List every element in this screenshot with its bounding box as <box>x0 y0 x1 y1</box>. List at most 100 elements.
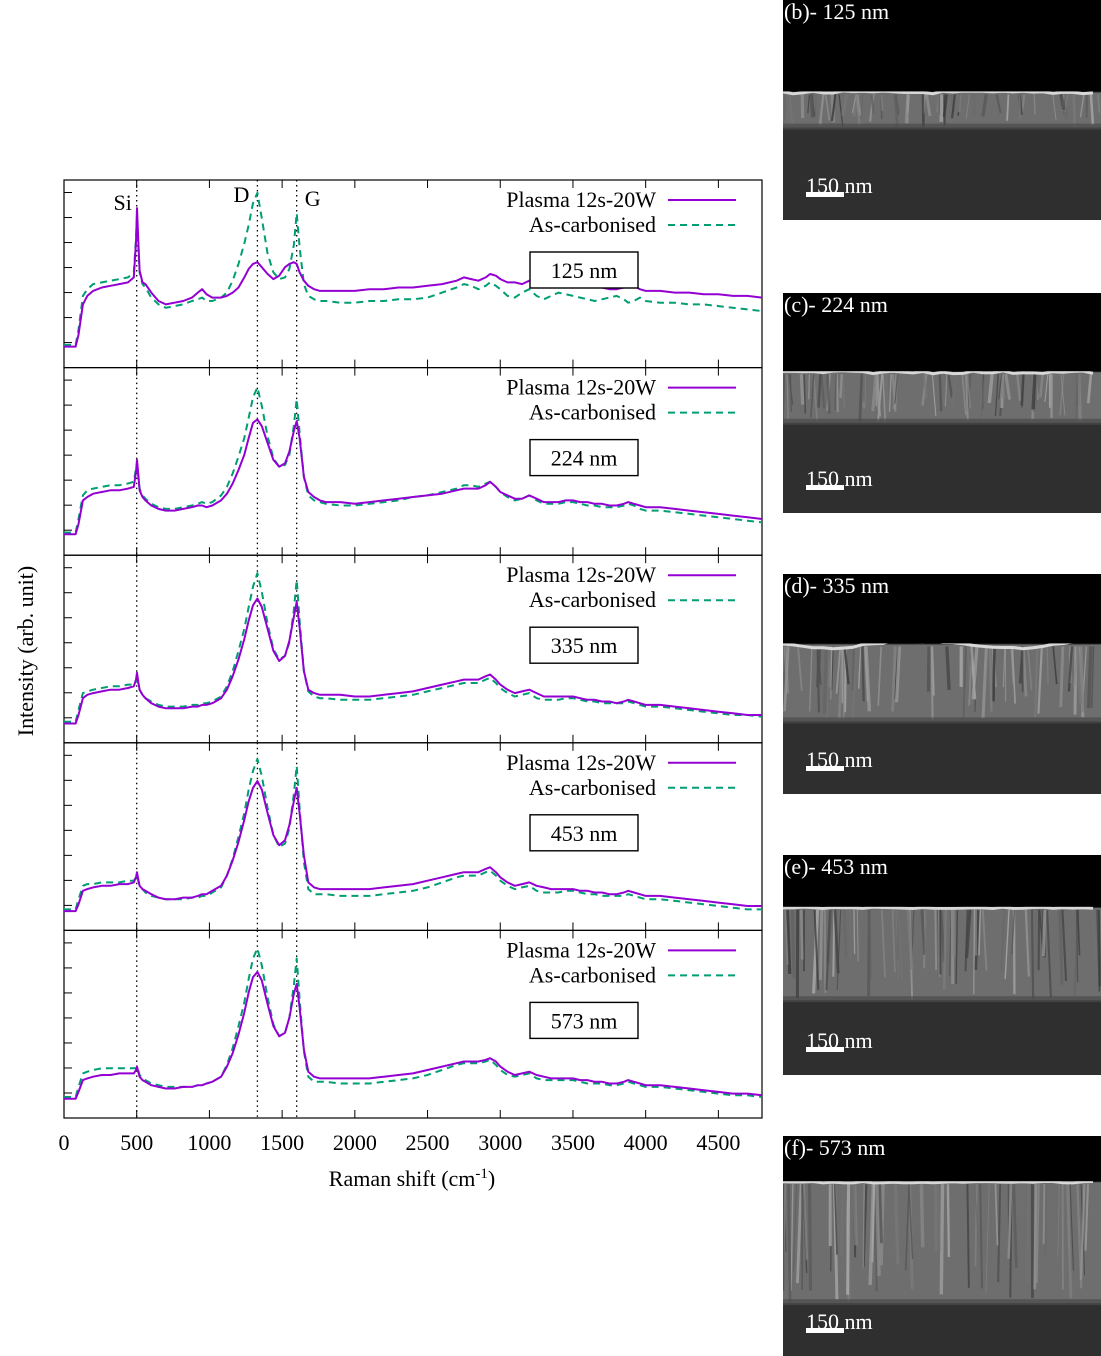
scale-bar-label: 150 nm <box>806 467 873 491</box>
film-texture <box>1035 1184 1036 1289</box>
film-texture <box>921 1184 922 1247</box>
x-tick-label: 3000 <box>478 1130 522 1155</box>
x-tick-label: 0 <box>59 1130 70 1155</box>
film-texture <box>840 374 841 398</box>
panel-frame <box>64 743 762 931</box>
film-texture <box>790 374 791 412</box>
panel-frame <box>64 930 762 1118</box>
film-texture <box>854 910 855 954</box>
x-tick-label: 4000 <box>624 1130 668 1155</box>
film-texture <box>959 94 960 112</box>
film-texture <box>1043 910 1045 956</box>
series-as-carbonised <box>64 759 762 909</box>
film-region <box>783 372 1101 423</box>
film-texture <box>844 910 846 957</box>
scale-bar-label: 150 nm <box>806 748 873 772</box>
series-as-carbonised <box>64 193 762 345</box>
legend-label-plasma: Plasma 12s-20W <box>506 562 656 587</box>
legend-label-plasma: Plasma 12s-20W <box>506 937 656 962</box>
film-surface-edge <box>783 1182 1093 1183</box>
film-texture <box>848 1184 849 1295</box>
film-texture <box>855 1184 856 1245</box>
legend-label-plasma: Plasma 12s-20W <box>506 187 656 212</box>
x-tick-label: 1500 <box>260 1130 304 1155</box>
film-texture <box>828 374 830 414</box>
x-tick-label: 2500 <box>406 1130 450 1155</box>
sem-image-label: (e)- 453 nm <box>783 855 888 879</box>
legend-label-as-carbonised: As-carbonised <box>529 775 656 800</box>
x-axis-label: Raman shift (cm-1) <box>329 1166 495 1191</box>
thickness-label: 335 nm <box>551 633 618 658</box>
film-texture <box>1034 94 1035 114</box>
x-tick-label: 3500 <box>551 1130 595 1155</box>
film-texture <box>1019 94 1020 119</box>
film-texture <box>809 374 810 399</box>
film-texture <box>870 910 871 979</box>
film-texture <box>825 910 826 993</box>
film-interface <box>783 996 1101 1002</box>
legend-label-as-carbonised: As-carbonised <box>529 962 656 987</box>
film-texture <box>792 910 794 979</box>
film-texture <box>783 374 784 421</box>
raman-chart: Intensity (arb. unit) Raman shift (cm-1)… <box>0 0 770 1230</box>
film-texture <box>869 910 870 996</box>
series-as-carbonised <box>64 948 762 1097</box>
film-texture <box>935 1184 936 1250</box>
legend-label-plasma: Plasma 12s-20W <box>506 750 656 775</box>
film-texture <box>877 1184 879 1276</box>
sem-image-label: (b)- 125 nm <box>783 0 889 24</box>
film-texture <box>850 910 851 961</box>
film-texture <box>940 374 941 411</box>
series-plasma <box>64 972 762 1099</box>
legend-label-as-carbonised: As-carbonised <box>529 587 656 612</box>
thickness-label: 224 nm <box>551 446 618 471</box>
film-texture <box>1079 374 1080 422</box>
film-texture <box>1076 374 1077 418</box>
peak-label-d: D <box>233 182 249 207</box>
series-as-carbonised <box>64 573 762 722</box>
film-texture <box>1033 374 1035 409</box>
x-tick-label: 500 <box>120 1130 153 1155</box>
film-texture <box>841 1184 843 1256</box>
thickness-label: 453 nm <box>551 821 618 846</box>
film-texture <box>811 94 812 117</box>
scale-bar-label: 150 nm <box>806 174 873 198</box>
film-interface <box>783 1299 1101 1305</box>
legend-label-as-carbonised: As-carbonised <box>529 212 656 237</box>
y-axis-label: Intensity (arb. unit) <box>13 566 38 736</box>
film-texture <box>928 646 929 691</box>
series-plasma <box>64 419 762 534</box>
film-texture <box>818 646 820 687</box>
film-interface <box>783 717 1101 723</box>
film-texture <box>788 1184 790 1302</box>
film-texture <box>974 910 975 995</box>
x-axis-label-end: ) <box>488 1166 495 1191</box>
film-texture <box>1027 1184 1028 1283</box>
series-plasma <box>64 208 762 347</box>
x-axis-label-superscript: -1 <box>475 1166 488 1182</box>
film-texture <box>820 910 821 980</box>
sem-image-label: (f)- 573 nm <box>783 1136 885 1160</box>
film-texture <box>944 910 946 990</box>
film-texture <box>1047 646 1048 684</box>
legend-label-as-carbonised: As-carbonised <box>529 400 656 425</box>
film-texture <box>993 646 994 701</box>
film-texture <box>1089 646 1091 708</box>
x-axis-label-text: Raman shift (cm <box>329 1166 476 1191</box>
film-texture <box>941 1184 942 1294</box>
film-texture <box>824 646 826 713</box>
series-plasma <box>64 599 762 724</box>
panel-frame <box>64 555 762 743</box>
film-texture <box>886 374 887 416</box>
film-texture <box>863 1184 864 1267</box>
scale-bar-label: 150 nm <box>806 1029 873 1053</box>
film-interface <box>783 124 1101 130</box>
legend-label-plasma: Plasma 12s-20W <box>506 375 656 400</box>
